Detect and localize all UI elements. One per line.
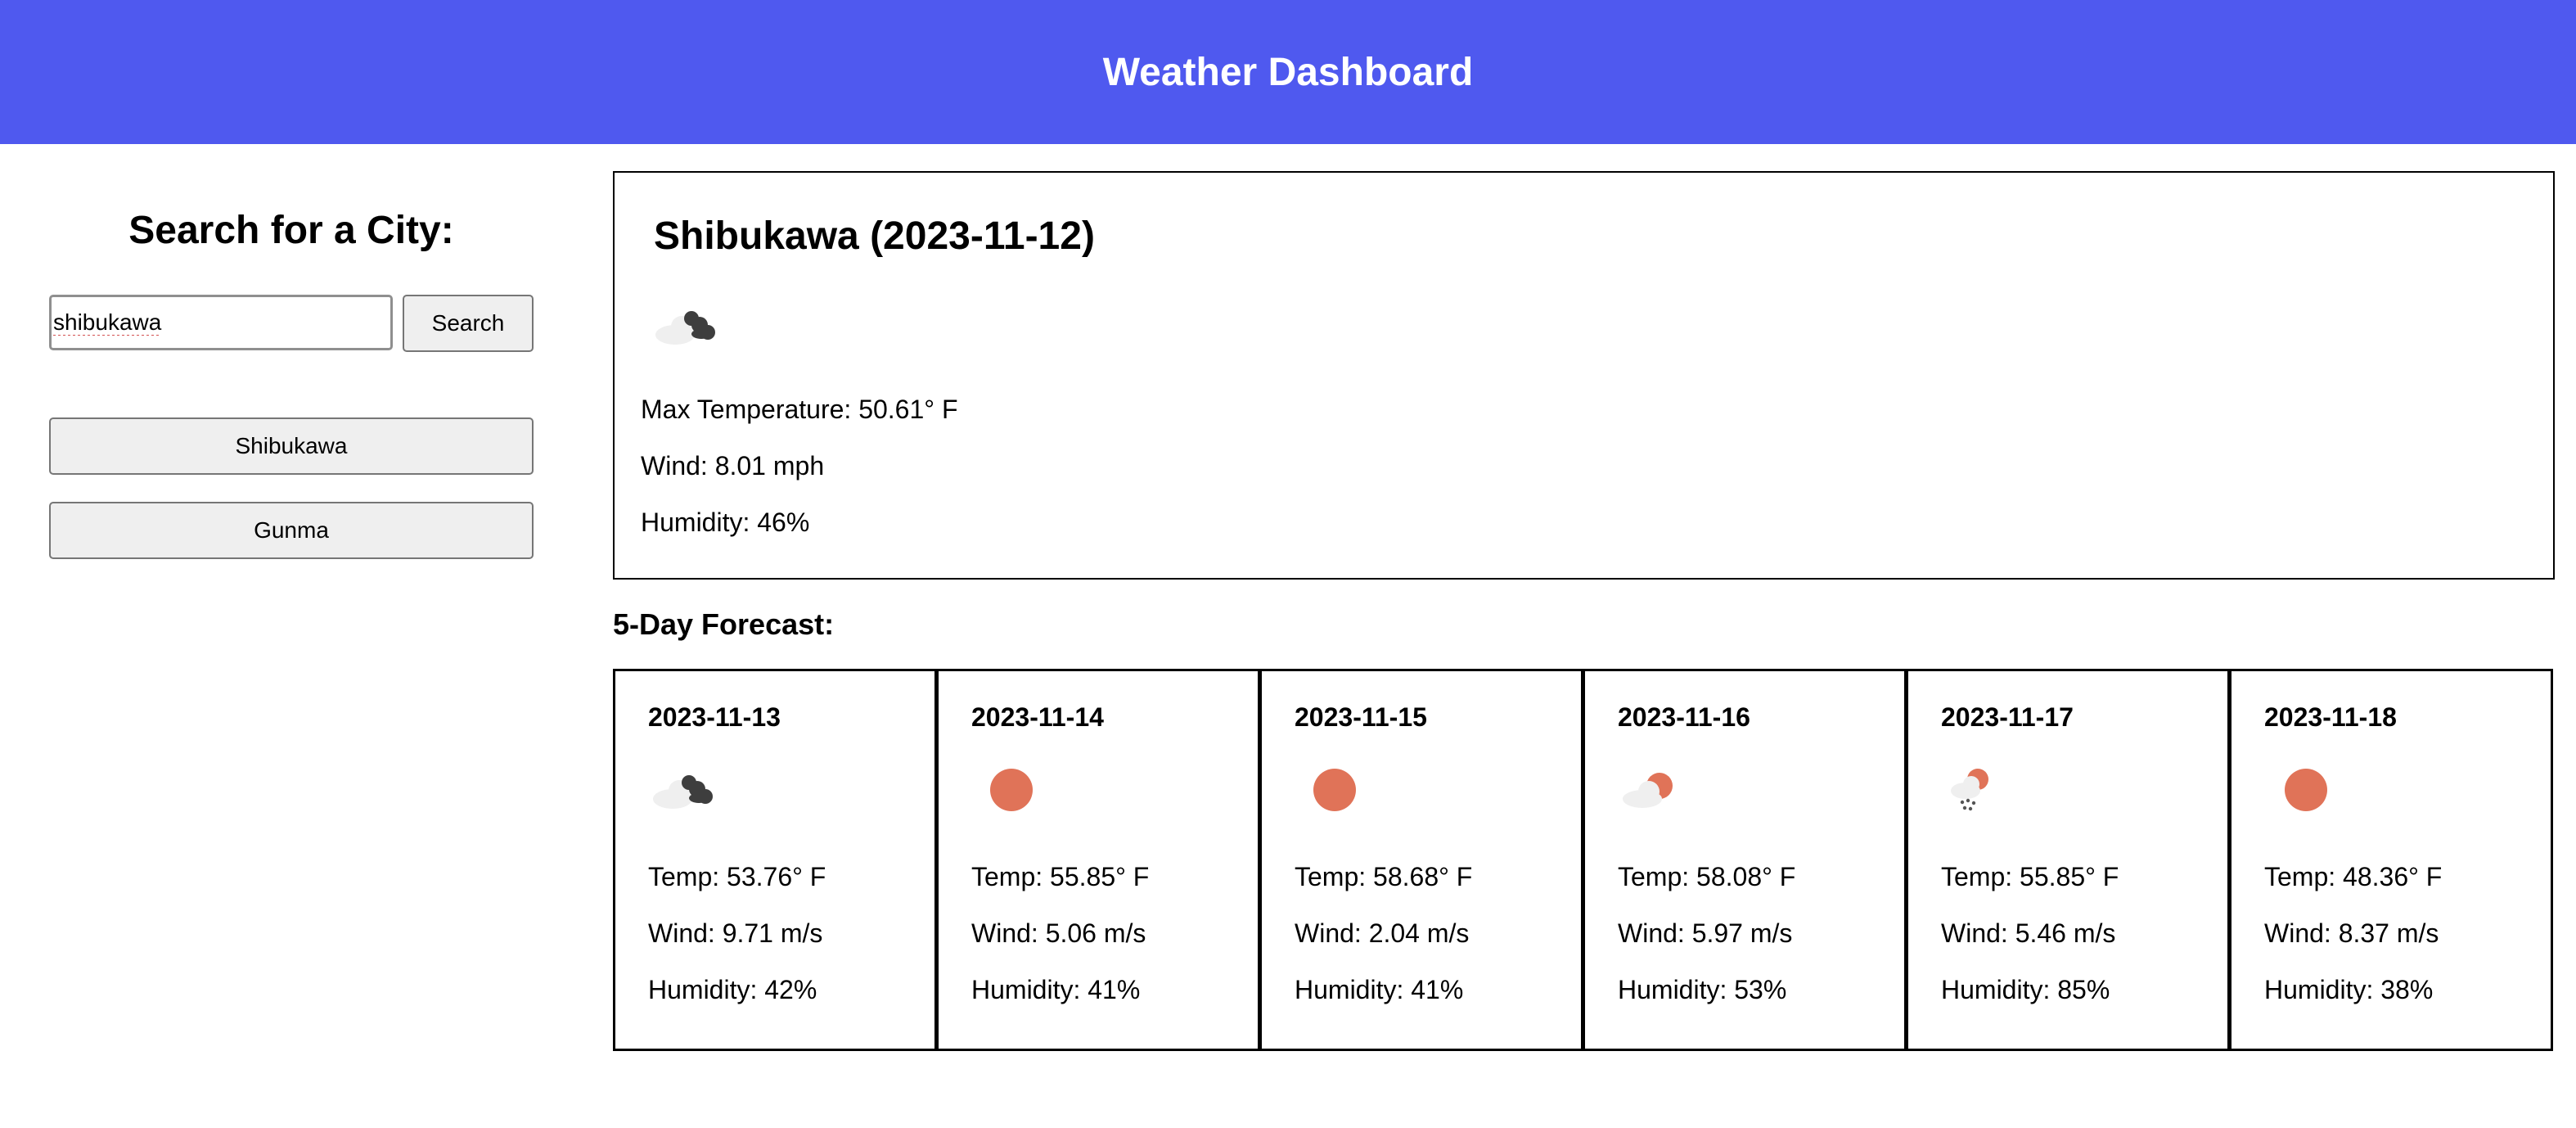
forecast-humidity: Humidity: 38% xyxy=(2264,975,2434,1004)
forecast-wind: Wind: 5.97 m/s xyxy=(1618,918,1793,948)
current-wind: Wind: 8.01 mph xyxy=(641,451,825,481)
search-button[interactable]: Search xyxy=(403,295,534,352)
forecast-card: 2023-11-18 Temp: 48.36° F Wind: 8.37 m/s… xyxy=(2229,669,2553,1051)
forecast-wind: Wind: 5.46 m/s xyxy=(1941,918,2116,948)
forecast-card: 2023-11-17 Temp: 55.85° F Wind: 5.46 m/s… xyxy=(1906,669,2230,1051)
forecast-temp: Temp: 48.36° F xyxy=(2264,862,2443,891)
search-heading: Search for a City: xyxy=(128,209,454,252)
history-button-shibukawa[interactable]: Shibukawa xyxy=(49,417,534,475)
forecast-humidity: Humidity: 85% xyxy=(1941,975,2110,1004)
forecast-temp: Temp: 53.76° F xyxy=(648,862,826,891)
forecast-temp: Temp: 55.85° F xyxy=(971,862,1150,891)
clear-sun-icon xyxy=(1295,761,1368,819)
forecast-card: 2023-11-15 Temp: 58.68° F Wind: 2.04 m/s… xyxy=(1259,669,1583,1051)
broken-clouds-icon xyxy=(652,296,726,353)
forecast-humidity: Humidity: 41% xyxy=(971,975,1141,1004)
search-input[interactable] xyxy=(49,295,393,350)
forecast-date: 2023-11-13 xyxy=(648,702,781,732)
page-header: Weather Dashboard xyxy=(0,0,2576,144)
forecast-temp: Temp: 58.08° F xyxy=(1618,862,1796,891)
forecast-wind: Wind: 8.37 m/s xyxy=(2264,918,2439,948)
page-title: Weather Dashboard xyxy=(1102,50,1474,94)
forecast-wind: Wind: 2.04 m/s xyxy=(1295,918,1470,948)
clear-sun-icon xyxy=(971,761,1045,819)
forecast-date: 2023-11-16 xyxy=(1618,702,1750,732)
snow-icon xyxy=(1941,761,2015,819)
forecast-humidity: Humidity: 42% xyxy=(648,975,817,1004)
search-row: Search xyxy=(49,295,534,352)
forecast-card: 2023-11-13 Temp: 53.76° F Wind: 9.71 m/s… xyxy=(613,669,937,1051)
current-humidity: Humidity: 46% xyxy=(641,508,810,537)
clear-sun-icon xyxy=(2264,761,2338,819)
forecast-row: 2023-11-13 Temp: 53.76° F Wind: 9.71 m/s… xyxy=(613,669,2555,1051)
forecast-title: 5-Day Forecast: xyxy=(613,607,835,641)
sidebar: Search for a City: Search Shibukawa Gunm… xyxy=(49,205,534,559)
current-weather-card: Shibukawa (2023-11-12) Max Temperature: … xyxy=(613,171,2555,580)
history-button-gunma[interactable]: Gunma xyxy=(49,502,534,559)
forecast-card: 2023-11-16 Temp: 58.08° F Wind: 5.97 m/s… xyxy=(1583,669,1907,1051)
forecast-humidity: Humidity: 41% xyxy=(1295,975,1464,1004)
broken-clouds-icon xyxy=(648,761,722,819)
forecast-wind: Wind: 5.06 m/s xyxy=(971,918,1146,948)
current-city-title: Shibukawa (2023-11-12) xyxy=(654,214,1095,258)
forecast-humidity: Humidity: 53% xyxy=(1618,975,1787,1004)
few-clouds-icon xyxy=(1618,761,1691,819)
current-max-temp: Max Temperature: 50.61° F xyxy=(641,395,958,424)
forecast-date: 2023-11-15 xyxy=(1295,702,1427,732)
search-history: Shibukawa Gunma xyxy=(49,417,534,586)
forecast-date: 2023-11-18 xyxy=(2264,702,2397,732)
forecast-card: 2023-11-14 Temp: 55.85° F Wind: 5.06 m/s… xyxy=(936,669,1260,1051)
forecast-wind: Wind: 9.71 m/s xyxy=(648,918,823,948)
forecast-temp: Temp: 55.85° F xyxy=(1941,862,2119,891)
forecast-date: 2023-11-14 xyxy=(971,702,1104,732)
forecast-temp: Temp: 58.68° F xyxy=(1295,862,1473,891)
forecast-date: 2023-11-17 xyxy=(1941,702,2074,732)
